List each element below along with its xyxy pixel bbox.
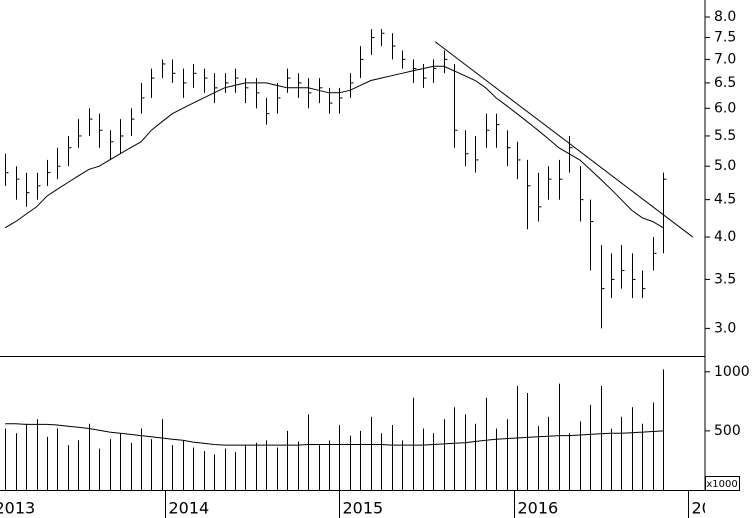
- y-tick-label: 3.0: [714, 320, 736, 336]
- x-tick-label: 2013: [0, 499, 35, 518]
- y-tick-label: 6.5: [714, 75, 736, 91]
- y-tick-label: 6.0: [714, 100, 736, 116]
- moving-average: [4, 65, 664, 229]
- y-tick-label: 3.5: [714, 271, 736, 287]
- scale-box: [705, 476, 740, 491]
- trendline: [434, 41, 694, 238]
- x-tick-label: 2017: [692, 499, 733, 518]
- y-tick-label: 500: [714, 423, 741, 439]
- x-tick-label: 2015: [343, 499, 384, 518]
- volume-average: [5, 423, 664, 446]
- scale-note: x1000: [706, 479, 737, 490]
- x-tick-label: 2014: [169, 499, 210, 518]
- y-tick-label: 7.0: [714, 51, 736, 67]
- y-tick-label: 8.0: [714, 9, 736, 25]
- plot-area: 2013 2014 2015 2016 2017: [0, 29, 733, 518]
- y-tick-label: 4.0: [714, 229, 736, 245]
- y-tick-label: 5.0: [714, 158, 736, 174]
- y-tick-label: 4.5: [714, 192, 736, 208]
- y-tick-label: 1000: [714, 364, 750, 380]
- y-tick-label: 7.5: [714, 29, 736, 45]
- x-tick-label: 2016: [518, 499, 559, 518]
- y-tick-label: 5.5: [714, 128, 736, 144]
